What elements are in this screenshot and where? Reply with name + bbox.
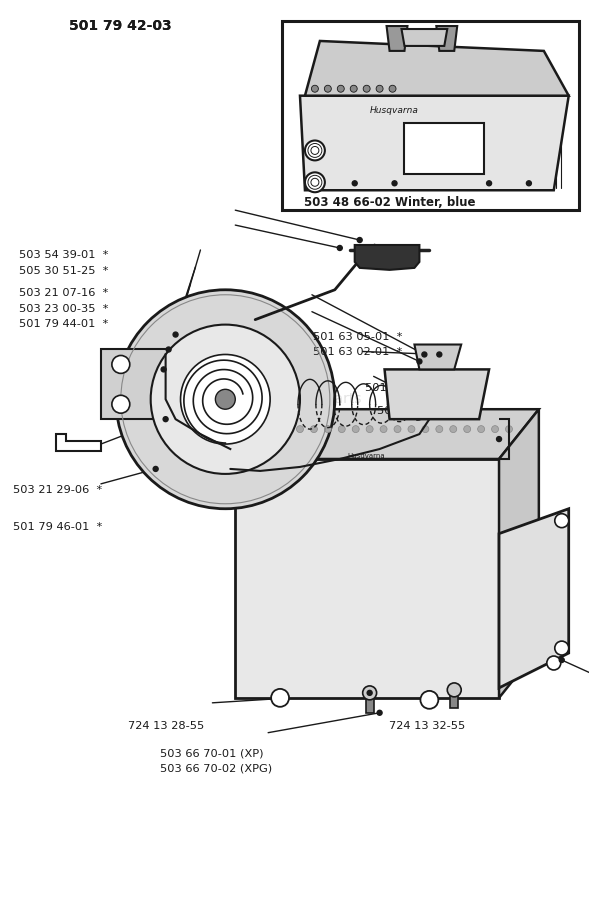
- Text: 242: 242: [508, 591, 560, 615]
- Circle shape: [380, 425, 387, 433]
- Polygon shape: [300, 95, 569, 190]
- Circle shape: [555, 641, 569, 655]
- Text: 724 13 28-55: 724 13 28-55: [127, 721, 204, 731]
- Circle shape: [464, 425, 471, 433]
- Text: Husqvarna: Husqvarna: [515, 541, 553, 546]
- Circle shape: [491, 425, 499, 433]
- Circle shape: [271, 689, 289, 707]
- Text: 501 79 46-01  *: 501 79 46-01 *: [13, 522, 103, 532]
- Circle shape: [394, 425, 401, 433]
- Bar: [405, 123, 484, 175]
- Circle shape: [526, 181, 532, 185]
- Text: 503 48 66-02 Winter, blue: 503 48 66-02 Winter, blue: [304, 195, 476, 209]
- Circle shape: [352, 181, 357, 185]
- Circle shape: [559, 657, 564, 663]
- Circle shape: [357, 237, 362, 243]
- Circle shape: [215, 389, 235, 409]
- Text: 501 79 44-01  *: 501 79 44-01 *: [19, 319, 108, 329]
- Circle shape: [367, 690, 372, 695]
- Circle shape: [450, 425, 457, 433]
- Text: Husqvarna: Husqvarna: [348, 453, 385, 459]
- Circle shape: [310, 425, 317, 433]
- Circle shape: [421, 691, 438, 709]
- Circle shape: [337, 245, 342, 251]
- Text: 503 66 70-01 (XP): 503 66 70-01 (XP): [160, 748, 264, 758]
- Bar: [366, 693, 373, 713]
- Circle shape: [417, 359, 422, 364]
- Circle shape: [363, 686, 376, 700]
- Circle shape: [163, 416, 168, 422]
- Circle shape: [389, 85, 396, 92]
- Circle shape: [337, 85, 345, 92]
- Polygon shape: [235, 409, 539, 459]
- Circle shape: [422, 425, 429, 433]
- Text: 501 63 05-01  *: 501 63 05-01 *: [313, 332, 402, 342]
- Circle shape: [161, 367, 166, 372]
- Bar: [282, 21, 579, 210]
- Text: 503 54 39-01  *: 503 54 39-01 *: [19, 251, 109, 261]
- Circle shape: [181, 355, 270, 445]
- Circle shape: [173, 332, 178, 337]
- Text: eReplacementParts: eReplacementParts: [228, 393, 362, 406]
- Circle shape: [324, 85, 332, 92]
- Circle shape: [422, 352, 427, 357]
- Circle shape: [324, 425, 332, 433]
- Polygon shape: [101, 349, 171, 419]
- Circle shape: [447, 683, 461, 697]
- Text: 501 79 42-03: 501 79 42-03: [69, 19, 172, 33]
- Circle shape: [350, 85, 357, 92]
- Circle shape: [305, 141, 325, 160]
- Circle shape: [112, 355, 130, 374]
- Circle shape: [436, 425, 443, 433]
- Circle shape: [363, 85, 370, 92]
- Circle shape: [497, 436, 502, 442]
- Polygon shape: [355, 245, 419, 270]
- Circle shape: [312, 85, 319, 92]
- Circle shape: [437, 352, 442, 357]
- Circle shape: [297, 425, 303, 433]
- Polygon shape: [402, 29, 447, 46]
- Circle shape: [376, 85, 383, 92]
- Circle shape: [506, 425, 513, 433]
- Bar: [235, 459, 499, 698]
- Circle shape: [478, 425, 484, 433]
- Circle shape: [338, 425, 345, 433]
- Circle shape: [305, 173, 325, 192]
- Circle shape: [392, 181, 397, 185]
- Polygon shape: [414, 345, 461, 369]
- Text: 503 21 07-16  *: 503 21 07-16 *: [19, 288, 108, 298]
- Circle shape: [366, 425, 373, 433]
- Polygon shape: [437, 26, 457, 51]
- Circle shape: [487, 181, 491, 185]
- Text: 503 66 70-02 (XPG): 503 66 70-02 (XPG): [160, 764, 272, 774]
- Polygon shape: [386, 26, 408, 51]
- Text: 501 79 43-02: 501 79 43-02: [377, 406, 454, 416]
- Circle shape: [150, 325, 300, 474]
- Circle shape: [547, 656, 560, 670]
- Circle shape: [112, 395, 130, 414]
- Circle shape: [377, 710, 382, 715]
- Polygon shape: [499, 509, 569, 688]
- Text: 505 30 51-25  *: 505 30 51-25 *: [19, 265, 109, 275]
- Polygon shape: [385, 369, 489, 419]
- Polygon shape: [305, 41, 569, 95]
- Circle shape: [555, 514, 569, 527]
- Text: 724 13 32-55: 724 13 32-55: [389, 721, 465, 731]
- Circle shape: [352, 425, 359, 433]
- Polygon shape: [499, 409, 539, 698]
- Text: Husqvarna: Husqvarna: [370, 106, 419, 115]
- Text: 501 63 06-01: 501 63 06-01: [365, 383, 442, 393]
- Circle shape: [408, 425, 415, 433]
- Bar: [450, 690, 458, 708]
- Text: 503 23 00-35  *: 503 23 00-35 *: [19, 304, 109, 314]
- Text: 501 63 02-01  *: 501 63 02-01 *: [313, 347, 402, 357]
- Circle shape: [116, 290, 335, 509]
- Text: 503 21 29-06  *: 503 21 29-06 *: [13, 484, 102, 494]
- Circle shape: [166, 347, 171, 352]
- Circle shape: [153, 466, 158, 472]
- Text: 501 79 42-03: 501 79 42-03: [69, 19, 172, 33]
